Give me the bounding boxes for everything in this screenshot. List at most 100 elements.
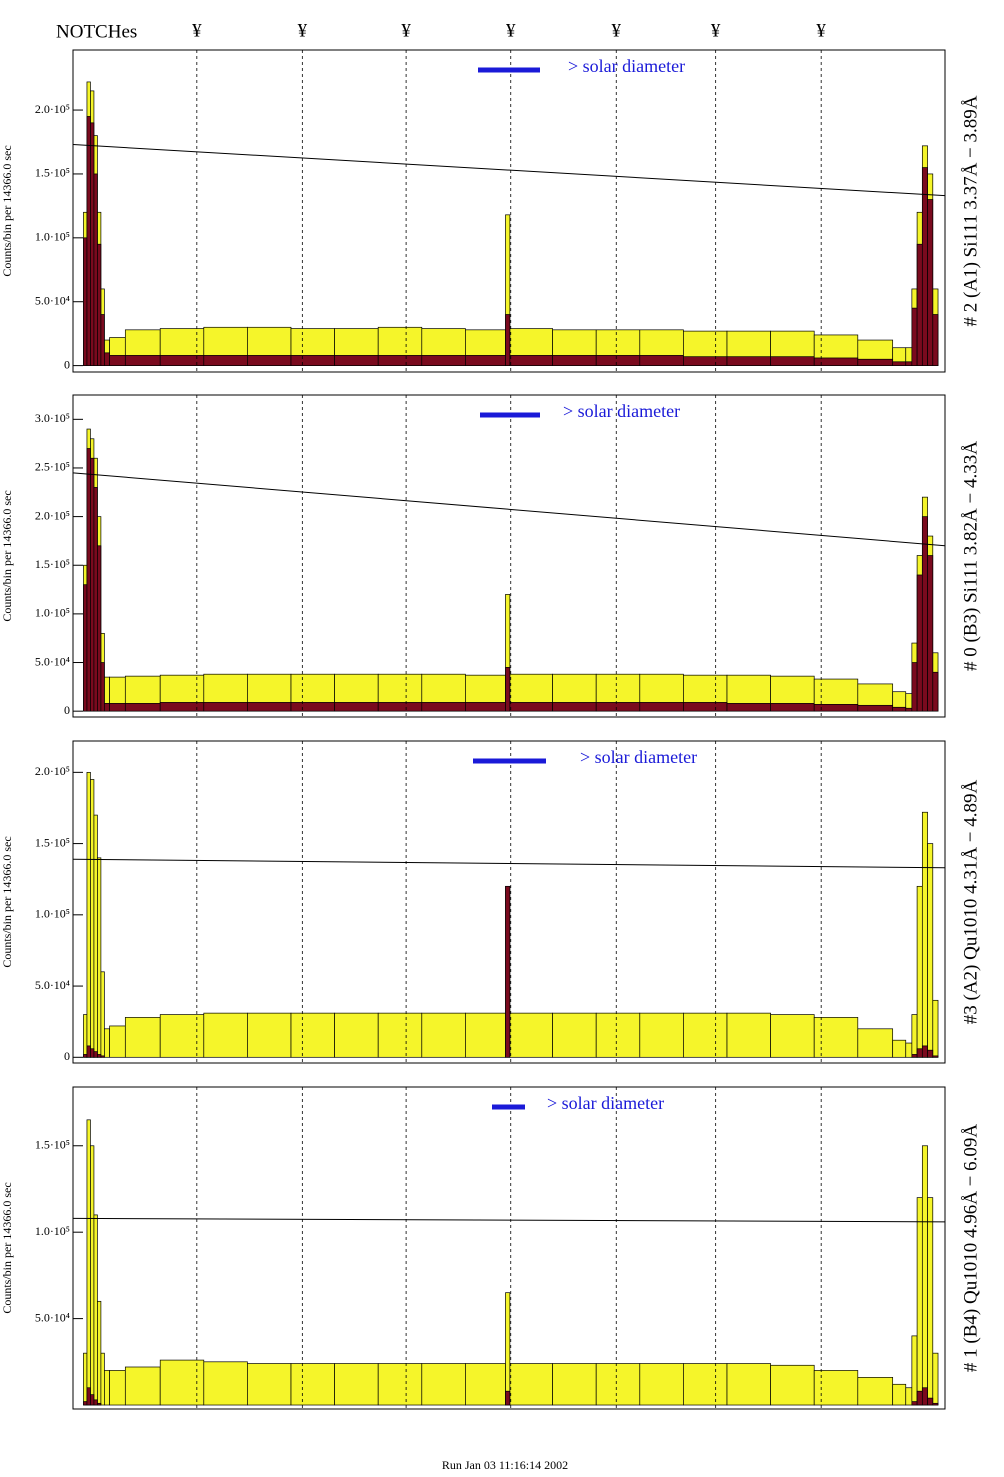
histogram-bar: [83, 1054, 88, 1058]
histogram-bar: [100, 314, 105, 366]
histogram-bar: [911, 1014, 918, 1058]
histogram-bar: [97, 1054, 102, 1058]
histogram-bar: [247, 702, 292, 712]
histogram-bar: [83, 1352, 88, 1406]
notch-symbol: ¥: [612, 20, 622, 41]
histogram-bar: [159, 1014, 205, 1058]
histogram-bar: [109, 703, 126, 712]
histogram-bar: [109, 355, 126, 366]
histogram-bar: [97, 243, 102, 366]
notch-symbol: ¥: [298, 20, 308, 41]
histogram-bar: [86, 1045, 91, 1058]
histogram-bar: [100, 1055, 105, 1058]
histogram-bar: [100, 662, 105, 712]
y-tick-label: 3.0·10⁵: [35, 411, 70, 425]
histogram-bar: [857, 1377, 894, 1406]
y-axis-label: Counts/bin per 14366.0 sec: [0, 490, 14, 621]
histogram-bar: [932, 1352, 939, 1406]
fit-line: [72, 472, 946, 547]
histogram-bar: [203, 1012, 248, 1058]
histogram-bar: [505, 1390, 511, 1406]
notch-symbol: ¥: [816, 20, 826, 41]
histogram-bar: [97, 1300, 102, 1406]
histogram-bar: [916, 243, 923, 366]
histogram-bar: [124, 1017, 161, 1058]
panel-title: # 2 (A1) Si111 3.37Å − 3.89Å: [960, 95, 981, 326]
histogram-bar: [83, 1014, 88, 1058]
histogram-bar: [290, 1363, 335, 1406]
histogram-bar: [683, 1012, 728, 1058]
histogram-bar: [770, 703, 815, 712]
fit-line: [72, 1217, 946, 1223]
histogram-bar: [905, 361, 913, 366]
histogram-bar: [86, 1387, 91, 1406]
histogram-bar: [90, 779, 95, 1058]
histogram-bar: [770, 356, 815, 366]
histogram-bar: [93, 814, 98, 1058]
histogram-bar: [505, 1292, 511, 1406]
histogram-bar: [377, 1363, 423, 1406]
histogram-bar: [97, 857, 102, 1058]
y-tick-label: 0: [64, 1049, 70, 1063]
histogram-bar: [86, 1119, 91, 1406]
histogram-bar: [509, 1363, 553, 1406]
histogram-bar: [905, 1042, 913, 1058]
histogram-bar: [726, 703, 771, 712]
histogram-bar: [927, 843, 934, 1058]
frame: [72, 1086, 946, 1410]
histogram-bar: [90, 1145, 95, 1406]
histogram-bar: [90, 457, 95, 712]
histogram-bar: [465, 702, 506, 712]
histogram-bar: [813, 704, 859, 712]
histogram-bar: [921, 811, 928, 1058]
histogram-bar: [916, 885, 923, 1058]
histogram-bar: [857, 358, 894, 366]
histogram-bar: [509, 355, 553, 366]
notch-symbol: ¥: [401, 20, 411, 41]
histogram-bar: [93, 1051, 98, 1058]
histogram-bar: [124, 1366, 161, 1406]
histogram-bar: [932, 1402, 939, 1406]
histogram-bar: [770, 1364, 815, 1406]
histogram-bar: [911, 307, 918, 366]
y-axis-label: Counts/bin per 14366.0 sec: [0, 1182, 14, 1313]
y-tick-label: 1.5·10⁵: [35, 1138, 70, 1152]
histogram-bar: [421, 1363, 466, 1406]
histogram-bar: [505, 314, 511, 366]
histogram-bar: [911, 1401, 918, 1406]
histogram-bar: [465, 1363, 506, 1406]
histogram-bar: [916, 1197, 923, 1406]
panel-title: #3 (A2) Qu1010 4.31Å − 4.89Å: [960, 779, 981, 1024]
histogram-bar: [97, 1402, 102, 1406]
y-axis-label: Counts/bin per 14366.0 sec: [0, 145, 14, 276]
histogram-bar: [683, 356, 728, 366]
histogram-bar: [813, 1370, 859, 1406]
y-tick-label: 1.5·10⁵: [35, 166, 70, 180]
histogram-bar: [97, 545, 102, 712]
histogram-bar: [377, 355, 423, 366]
y-tick-label: 0: [64, 357, 70, 371]
histogram-bar: [595, 702, 641, 712]
histogram-bar: [93, 173, 98, 366]
histogram-bar: [93, 487, 98, 712]
histogram-bar: [104, 1370, 110, 1406]
histogram-bar: [921, 1045, 928, 1058]
histogram-bar: [916, 1390, 923, 1406]
histogram-bar: [421, 355, 466, 366]
histogram-bar: [552, 702, 597, 712]
histogram-bar: [90, 1394, 95, 1406]
histogram-bar: [109, 1370, 126, 1406]
histogram-bar: [813, 357, 859, 366]
histogram-bar: [932, 314, 939, 366]
notch-symbol: ¥: [711, 20, 721, 41]
histogram-bar: [203, 702, 248, 712]
histogram-bar: [104, 703, 110, 712]
histogram-bar: [334, 702, 379, 712]
histogram-bar: [203, 355, 248, 366]
histogram-bar: [905, 707, 913, 712]
histogram-bar: [247, 355, 292, 366]
legend-label: > solar diameter: [568, 56, 685, 76]
y-tick-label: 1.0·10⁵: [35, 1224, 70, 1238]
histogram-bar: [892, 361, 907, 366]
